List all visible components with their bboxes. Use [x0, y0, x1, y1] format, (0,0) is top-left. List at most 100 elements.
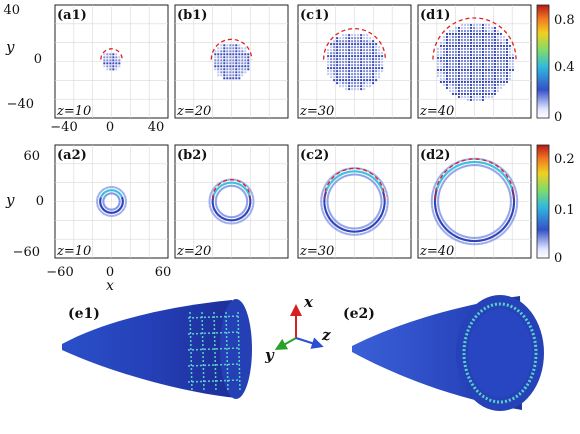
field-dot — [216, 217, 219, 220]
field-dot — [505, 38, 508, 41]
field-dot — [342, 85, 345, 88]
field-dot — [232, 53, 235, 56]
field-dot — [451, 68, 454, 71]
field-dot — [234, 178, 237, 181]
field-dot — [485, 166, 488, 169]
cone-e1-grid — [187, 311, 241, 393]
field-dot — [351, 61, 354, 64]
field-dot — [363, 82, 366, 85]
field-dot — [505, 68, 508, 71]
field-dot — [475, 80, 478, 83]
field-dot — [226, 56, 229, 59]
field-dot — [511, 68, 514, 71]
field-dot — [472, 29, 475, 32]
field-dot — [357, 46, 360, 49]
field-dot — [342, 172, 345, 175]
field-dot — [463, 80, 466, 83]
triad-y-label: y — [264, 346, 275, 364]
field-dot — [487, 26, 490, 29]
field-dot — [214, 189, 217, 192]
field-dot — [439, 65, 442, 68]
field-dot — [466, 50, 469, 53]
field-dot — [348, 55, 351, 58]
field-dot — [475, 35, 478, 38]
field-dot — [238, 53, 241, 56]
field-dot — [512, 206, 515, 209]
field-dot — [381, 211, 384, 214]
field-dot — [223, 77, 226, 80]
field-dot — [377, 181, 380, 184]
field-dot — [360, 233, 363, 236]
field-dot — [363, 76, 366, 79]
field-dot — [123, 207, 126, 210]
field-dot — [475, 92, 478, 95]
field-dot — [369, 46, 372, 49]
field-dot — [342, 73, 345, 76]
field-dot — [512, 218, 515, 221]
field-dot — [323, 202, 326, 205]
field-dot — [475, 29, 478, 32]
field-dot — [451, 77, 454, 80]
field-dot — [475, 26, 478, 29]
field-dot — [213, 193, 216, 196]
field-dot — [505, 71, 508, 74]
field-dot — [481, 26, 484, 29]
field-dot — [505, 53, 508, 56]
field-dot — [360, 229, 363, 232]
field-dot — [380, 199, 383, 202]
field-dot — [438, 209, 441, 212]
field-dot — [223, 56, 226, 59]
field-dot — [445, 83, 448, 86]
field-dot — [385, 210, 388, 213]
field-dot — [375, 67, 378, 70]
field-dot — [328, 217, 331, 220]
field-dot — [454, 89, 457, 92]
field-dot — [372, 173, 375, 176]
field-dot — [372, 70, 375, 73]
field-dot — [463, 77, 466, 80]
field-dot — [213, 208, 216, 211]
field-dot — [346, 174, 349, 177]
field-dot — [327, 216, 330, 219]
field-dot — [357, 55, 360, 58]
field-dot — [320, 198, 323, 201]
field-dot — [214, 185, 217, 188]
field-dot — [487, 50, 490, 53]
field-dot — [452, 166, 455, 169]
field-dot — [434, 218, 437, 221]
field-dot — [112, 68, 115, 71]
field-dot — [231, 184, 234, 187]
field-dot — [112, 59, 115, 62]
field-dot — [469, 83, 472, 86]
field-dot — [455, 165, 458, 168]
field-dot — [476, 243, 479, 246]
field-dot — [108, 186, 111, 189]
field-dot — [484, 86, 487, 89]
field-dot — [330, 76, 333, 79]
field-dot — [493, 56, 496, 59]
field-dot — [110, 214, 113, 217]
field-dot — [475, 83, 478, 86]
field-dot — [357, 67, 360, 70]
field-dot — [103, 62, 106, 65]
field-dot — [437, 223, 440, 226]
field-dot — [451, 38, 454, 41]
field-dot — [363, 73, 366, 76]
field-dot — [450, 168, 453, 171]
field-dot — [239, 217, 242, 220]
field-dot — [511, 190, 514, 193]
field-dot — [475, 59, 478, 62]
field-dot — [514, 187, 517, 190]
field-dot — [369, 67, 372, 70]
field-dot — [469, 23, 472, 26]
field-dot — [249, 203, 252, 206]
field-dot — [379, 206, 382, 209]
field-dot — [210, 209, 213, 212]
field-dot — [378, 178, 381, 181]
field-dot — [324, 183, 327, 186]
field-dot — [509, 201, 512, 204]
field-dot — [220, 65, 223, 68]
field-dot — [330, 61, 333, 64]
field-dot — [241, 62, 244, 65]
field-dot — [366, 85, 369, 88]
